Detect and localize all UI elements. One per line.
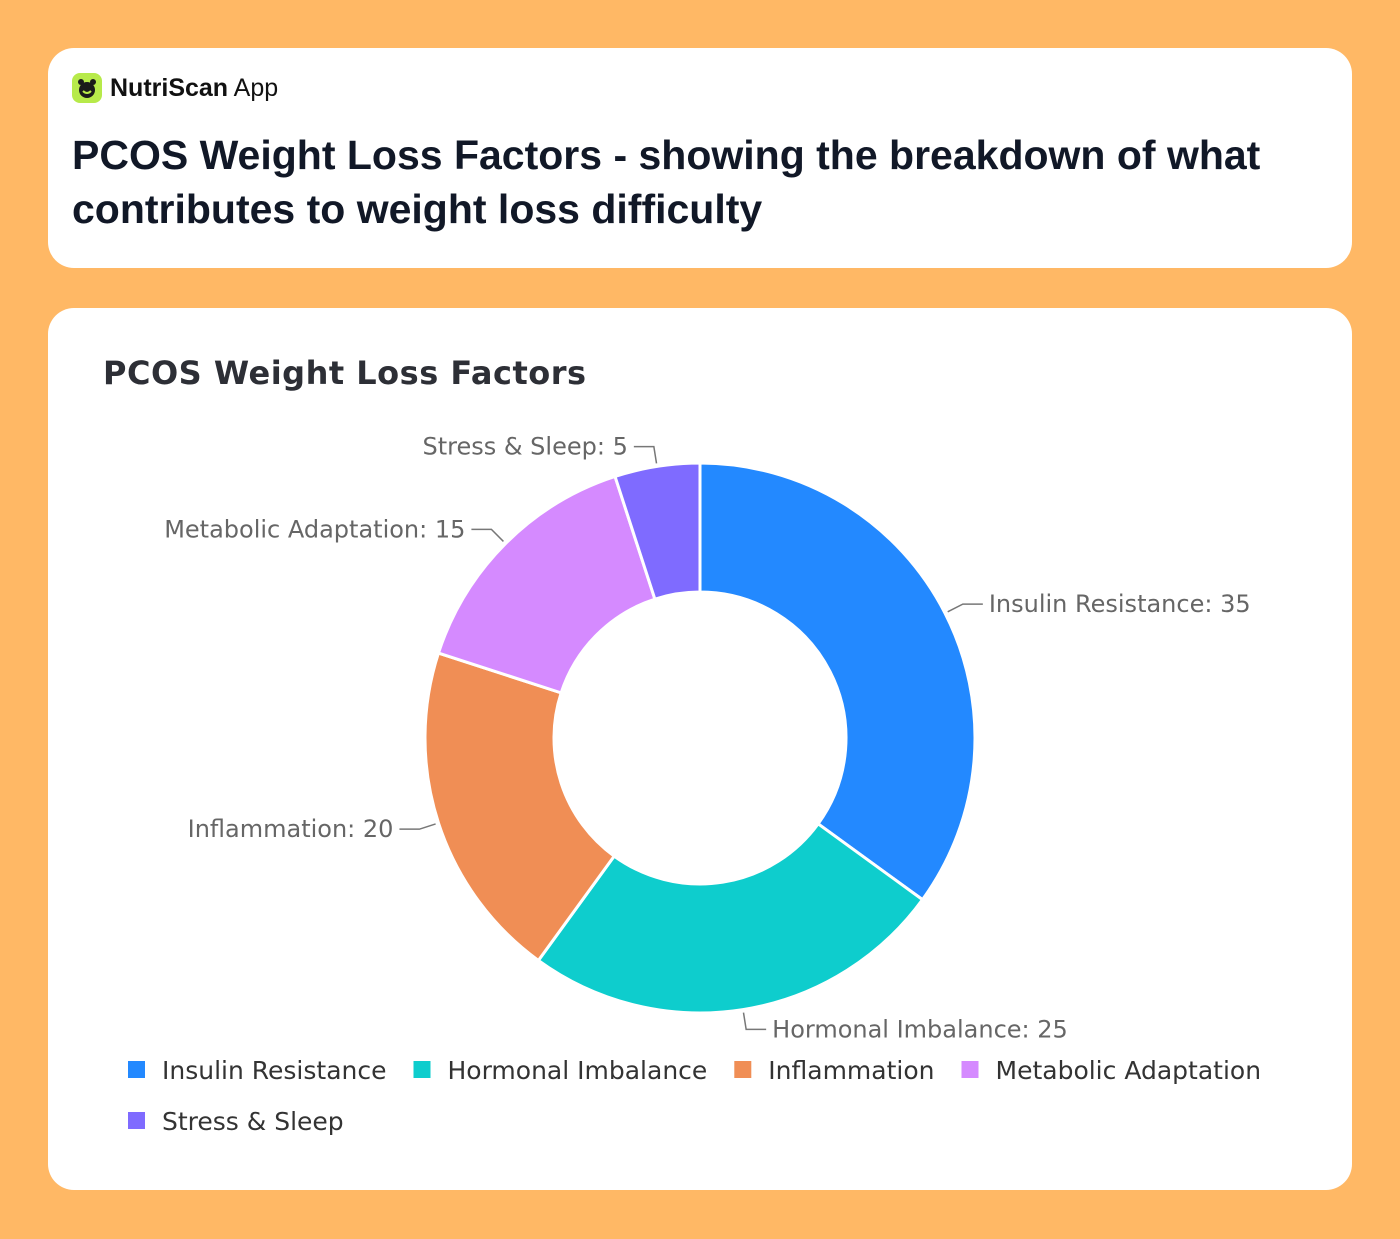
page-title: PCOS Weight Loss Factors - showing the b… xyxy=(72,132,1261,232)
donut-slice xyxy=(423,651,616,962)
legend-swatch xyxy=(413,1061,431,1078)
leader-line xyxy=(399,823,436,830)
app-logo xyxy=(72,73,102,103)
chart: PCOS Weight Loss Factors Insulin Resista… xyxy=(103,354,1262,1136)
donut-slice xyxy=(436,474,657,695)
logo-icon xyxy=(78,79,96,98)
donut-slice xyxy=(613,461,702,601)
legend-label: Metabolic Adaptation xyxy=(996,1056,1262,1085)
data-label: Hormonal Imbalance: 25 xyxy=(772,1015,1068,1043)
leader-line xyxy=(742,1012,767,1031)
data-label: Metabolic Adaptation: 15 xyxy=(164,515,465,543)
donut-slice xyxy=(536,822,924,1015)
brand-suffix: App xyxy=(233,74,279,102)
data-label: Inflammation: 20 xyxy=(188,815,394,843)
legend-swatch xyxy=(128,1112,145,1129)
header-card: NutriScan App PCOS Weight Loss Factors -… xyxy=(48,48,1352,268)
brand: NutriScan App xyxy=(110,74,278,103)
brand-name: NutriScan xyxy=(110,74,229,102)
chart-card: PCOS Weight Loss Factors Insulin Resista… xyxy=(48,308,1352,1190)
chart-title: PCOS Weight Loss Factors xyxy=(103,354,587,392)
data-label: Insulin Resistance: 35 xyxy=(989,590,1251,618)
legend-label: Hormonal Imbalance xyxy=(448,1056,708,1085)
leader-line xyxy=(947,603,983,613)
legend-label: Inflammation xyxy=(768,1056,934,1085)
leader-line xyxy=(633,445,658,464)
leader-line xyxy=(471,528,504,542)
legend-label: Insulin Resistance xyxy=(162,1056,387,1085)
legend-swatch xyxy=(128,1061,145,1078)
data-label: Stress & Sleep: 5 xyxy=(422,433,627,461)
legend-swatch xyxy=(961,1061,979,1078)
legend-swatch xyxy=(734,1061,752,1078)
legend-label: Stress & Sleep xyxy=(162,1107,344,1136)
donut-slice xyxy=(698,461,977,902)
